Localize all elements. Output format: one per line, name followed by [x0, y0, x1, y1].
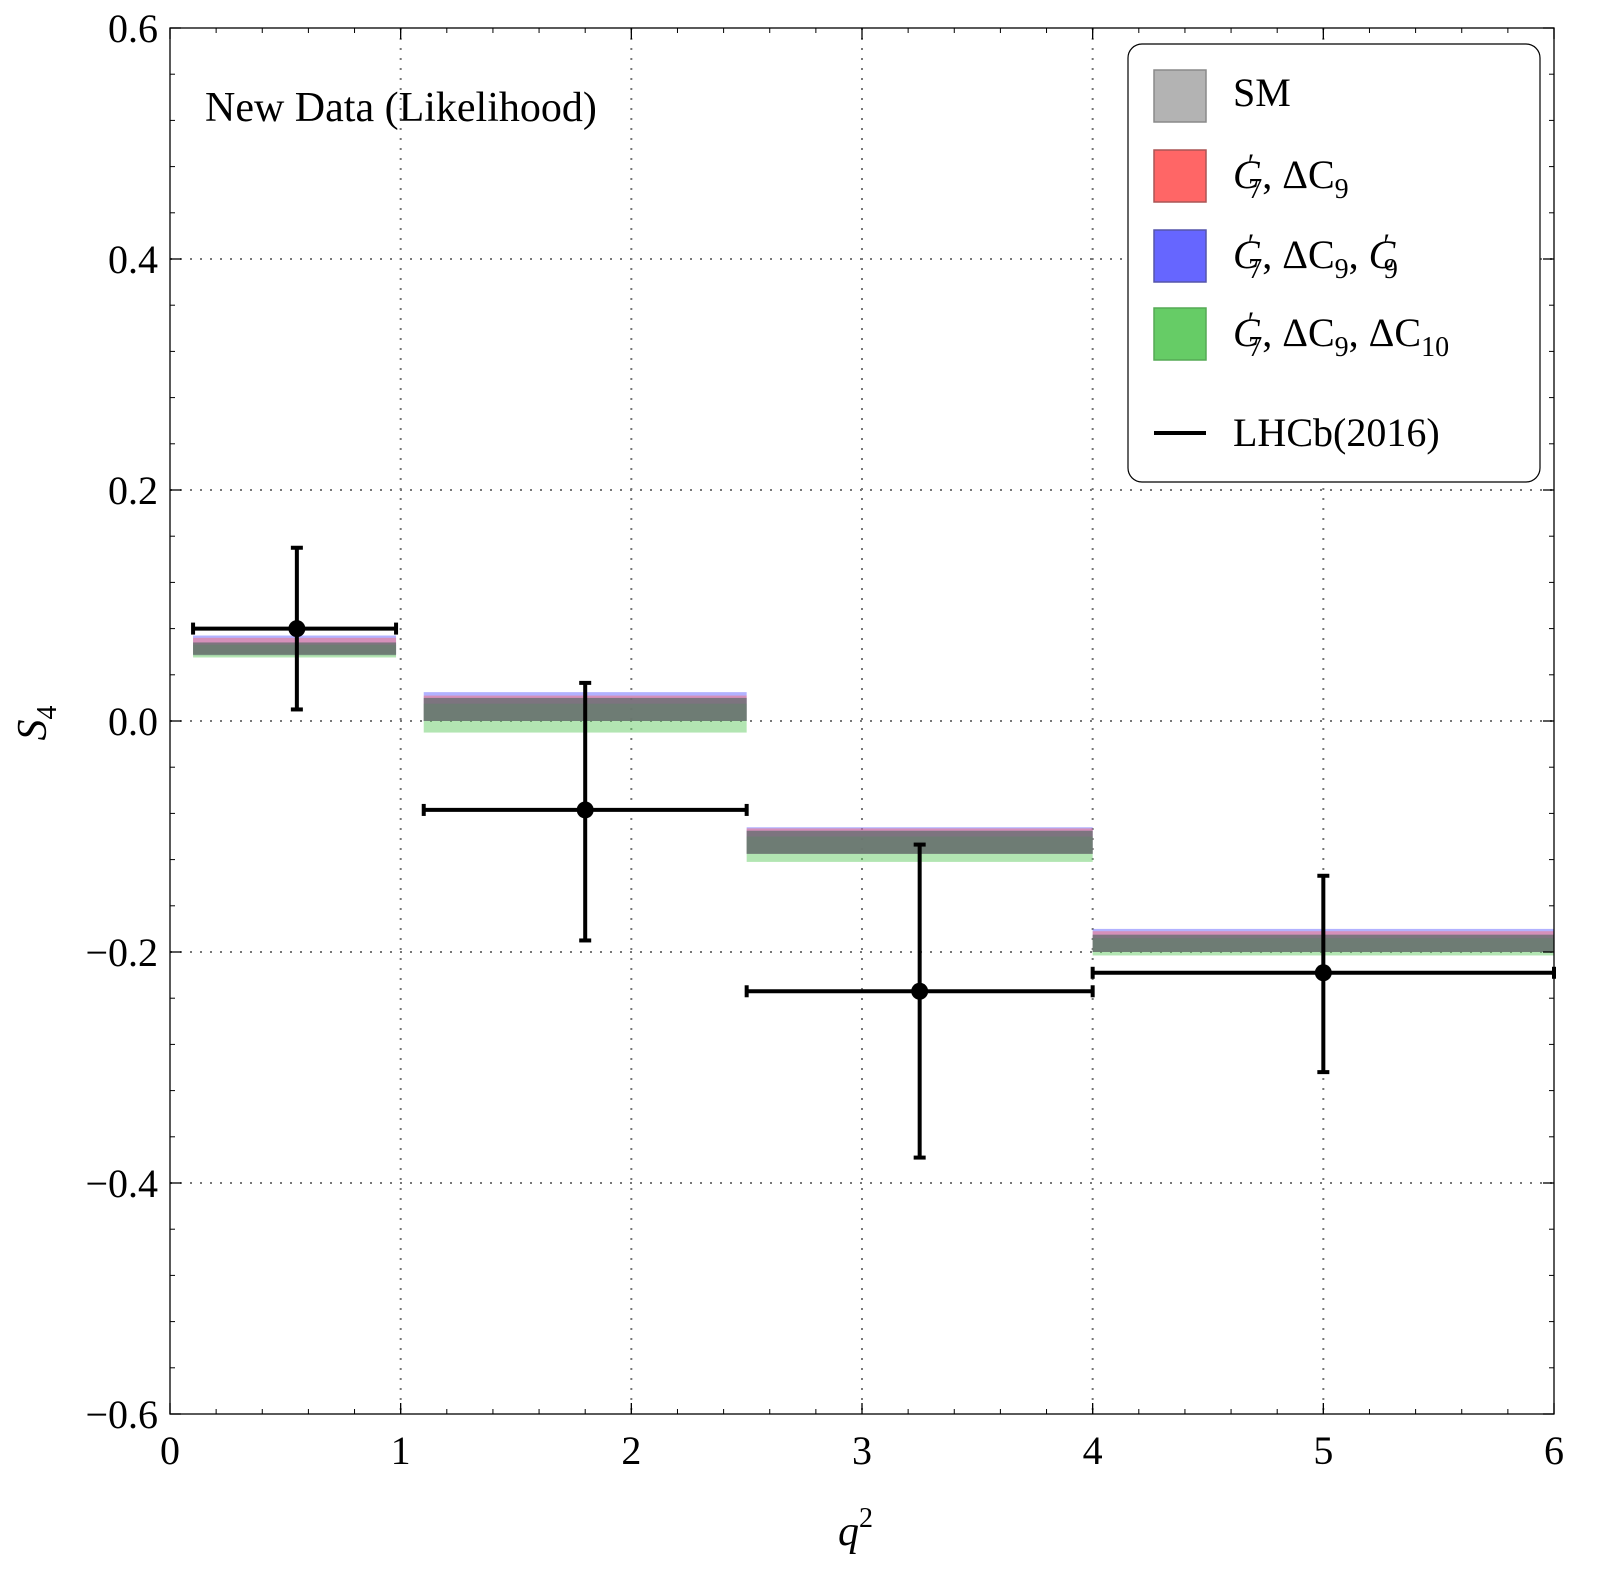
legend-label-sm: SM [1233, 70, 1291, 115]
minor-ticks [169, 27, 1555, 1415]
band-sm [193, 642, 397, 656]
data-errorbars [191, 545, 1556, 1160]
x-tick-label: 2 [621, 1428, 641, 1473]
data-point [576, 801, 594, 819]
data-point [911, 982, 929, 1000]
y-axis-title: S4 [10, 706, 63, 741]
legend-label-c7-dc9: C′ 7, ΔC9 [1233, 148, 1349, 205]
y-axis-title-sub: 4 [32, 706, 63, 720]
x-tick-label: 3 [852, 1428, 872, 1473]
svg-text:S4: S4 [10, 706, 63, 741]
legend-box [1127, 43, 1541, 483]
grid-lines [170, 28, 1554, 1414]
x-tick-label: 0 [160, 1428, 180, 1473]
y-tick-label: −0.6 [85, 1392, 158, 1437]
legend-swatch-c7-dc9-dc10 [1153, 307, 1207, 361]
legend-swatch-c7-dc9-c9p [1153, 229, 1207, 283]
x-tick-label: 6 [1544, 1428, 1564, 1473]
y-tick-label: 0.2 [108, 468, 158, 513]
y-tick-label: 0.0 [108, 699, 158, 744]
legend-label-c7-dc9-dc10: C′ 7, ΔC9, ΔC10 [1233, 306, 1449, 363]
x-axis-title: q2 [838, 1503, 873, 1555]
legend: SM C′ 7, ΔC9 C′ 7, ΔC9, C′ 9 C′ 7, ΔC9, ΔC10… [1127, 43, 1541, 483]
legend-label-lhcb: LHCb(2016) [1233, 410, 1440, 455]
y-tick-label: −0.2 [85, 930, 158, 975]
x-tick-label: 5 [1313, 1428, 1333, 1473]
axis-ticks: 0 1 2 3 4 5 6 −0.6 −0.4 −0.2 0.0 0.2 0.4 0.6 [85, 6, 1564, 1473]
x-tick-label: 4 [1083, 1428, 1103, 1473]
x-tick-label: 1 [391, 1428, 411, 1473]
legend-swatch-c7-dc9 [1153, 149, 1207, 203]
annotation-label: New Data (Likelihood) [205, 85, 597, 131]
y-tick-label: 0.4 [108, 237, 158, 282]
data-point [1314, 964, 1332, 982]
band-sm [746, 830, 1093, 854]
y-tick-label: −0.4 [85, 1161, 158, 1206]
y-tick-label: 0.6 [108, 6, 158, 51]
legend-swatch-sm [1153, 69, 1207, 123]
legend-label-c7-dc9-c9p: C′ 7, ΔC9, C′ 9 [1233, 228, 1398, 285]
data-point [288, 620, 306, 638]
theory-bands [193, 635, 1554, 956]
x-axis-title-sup: 2 [859, 1503, 873, 1534]
